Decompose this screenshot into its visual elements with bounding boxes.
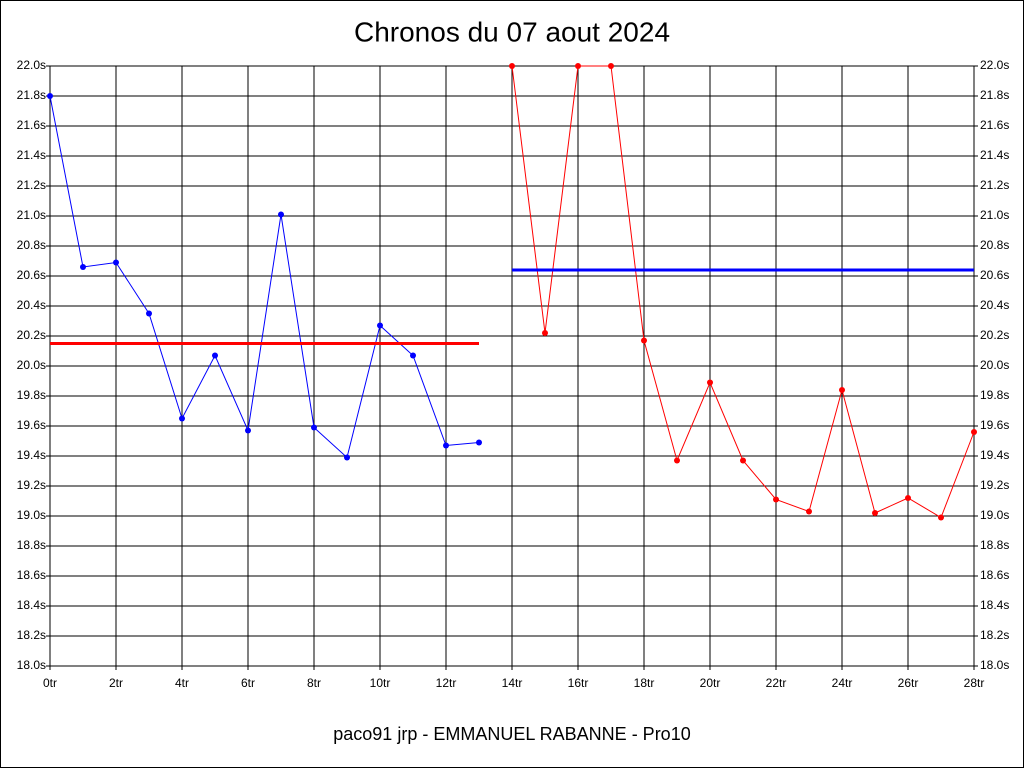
y-tick-label: 18.8s bbox=[17, 538, 46, 552]
point bbox=[641, 337, 647, 344]
point bbox=[740, 457, 746, 464]
point bbox=[509, 63, 515, 69]
point bbox=[212, 352, 218, 359]
y-tick-label: 19.4s bbox=[17, 448, 46, 462]
point bbox=[80, 264, 86, 270]
y2-tick-label: 19.2s bbox=[980, 478, 1009, 492]
y-tick-label: 20.0s bbox=[17, 358, 46, 372]
y2-tick-label: 20.8s bbox=[980, 238, 1009, 252]
x-tick-label: 6tr bbox=[241, 676, 255, 690]
x-tick-label: 4tr bbox=[175, 676, 189, 690]
point bbox=[476, 439, 482, 446]
x-tick-label: 28tr bbox=[964, 676, 985, 690]
y2-tick-label: 21.0s bbox=[980, 208, 1009, 222]
y-tick-label: 18.6s bbox=[17, 568, 46, 582]
point bbox=[311, 424, 317, 431]
point bbox=[575, 63, 581, 69]
y-tick-label: 18.2s bbox=[17, 628, 46, 642]
y-tick-label: 21.4s bbox=[17, 148, 46, 162]
point bbox=[773, 496, 779, 503]
point bbox=[542, 330, 548, 336]
x-tick-label: 0tr bbox=[43, 676, 57, 690]
y2-tick-label: 20.0s bbox=[980, 358, 1009, 372]
y-tick-label: 21.6s bbox=[17, 118, 46, 132]
y2-tick-label: 21.8s bbox=[980, 88, 1009, 102]
point bbox=[410, 352, 416, 359]
point bbox=[113, 259, 119, 266]
y-tick-label: 19.2s bbox=[17, 478, 46, 492]
point bbox=[938, 514, 944, 521]
y-tick-label: 21.8s bbox=[17, 88, 46, 102]
y2-tick-label: 18.6s bbox=[980, 568, 1009, 582]
x-tick-label: 8tr bbox=[307, 676, 321, 690]
y-tick-label: 19.0s bbox=[17, 508, 46, 522]
chart-title: Chronos du 07 aout 2024 bbox=[354, 16, 670, 47]
y2-tick-label: 19.4s bbox=[980, 448, 1009, 462]
y-tick-label: 18.4s bbox=[17, 598, 46, 612]
y-tick-label: 20.4s bbox=[17, 298, 46, 312]
x-axis-label: paco91 jrp - EMMANUEL RABANNE - Pro10 bbox=[333, 724, 690, 744]
y2-tick-label: 21.4s bbox=[980, 148, 1009, 162]
y2-tick-label: 18.4s bbox=[980, 598, 1009, 612]
point bbox=[179, 415, 185, 422]
y2-tick-label: 19.8s bbox=[980, 388, 1009, 402]
point bbox=[806, 508, 812, 515]
y-tick-label: 20.6s bbox=[17, 268, 46, 282]
point bbox=[146, 310, 152, 317]
y-tick-label: 20.2s bbox=[17, 328, 46, 342]
point bbox=[971, 429, 977, 435]
point bbox=[674, 457, 680, 464]
point bbox=[47, 93, 53, 99]
y2-tick-label: 18.8s bbox=[980, 538, 1009, 552]
y2-tick-label: 18.0s bbox=[980, 658, 1009, 672]
point bbox=[608, 63, 614, 69]
x-tick-label: 2tr bbox=[109, 676, 123, 690]
y-tick-label: 20.8s bbox=[17, 238, 46, 252]
y2-tick-label: 21.2s bbox=[980, 178, 1009, 192]
y2-tick-label: 20.4s bbox=[980, 298, 1009, 312]
point bbox=[245, 427, 251, 434]
point bbox=[278, 211, 284, 218]
y-tick-label: 19.8s bbox=[17, 388, 46, 402]
x-tick-label: 24tr bbox=[832, 676, 853, 690]
y2-tick-label: 20.2s bbox=[980, 328, 1009, 342]
y-tick-label: 19.6s bbox=[17, 418, 46, 432]
x-tick-label: 26tr bbox=[898, 676, 919, 690]
series-line bbox=[49, 95, 480, 459]
x-tick-label: 16tr bbox=[568, 676, 589, 690]
point bbox=[707, 379, 713, 386]
point bbox=[344, 454, 350, 461]
x-tick-label: 10tr bbox=[370, 676, 391, 690]
point bbox=[872, 510, 878, 516]
y2-tick-label: 22.0s bbox=[980, 58, 1009, 72]
y2-tick-label: 20.6s bbox=[980, 268, 1009, 282]
y-tick-label: 18.0s bbox=[17, 658, 46, 672]
x-tick-label: 14tr bbox=[502, 676, 523, 690]
y2-tick-label: 18.2s bbox=[980, 628, 1009, 642]
point bbox=[377, 322, 383, 329]
y-tick-label: 21.0s bbox=[17, 208, 46, 222]
x-tick-label: 22tr bbox=[766, 676, 787, 690]
y-tick-label: 22.0s bbox=[17, 58, 46, 72]
y2-tick-label: 19.0s bbox=[980, 508, 1009, 522]
point bbox=[839, 387, 845, 393]
y2-tick-label: 21.6s bbox=[980, 118, 1009, 132]
y2-tick-label: 19.6s bbox=[980, 418, 1009, 432]
y-tick-label: 21.2s bbox=[17, 178, 46, 192]
x-tick-label: 18tr bbox=[634, 676, 655, 690]
point bbox=[905, 495, 911, 501]
point bbox=[443, 442, 449, 449]
x-tick-label: 20tr bbox=[700, 676, 721, 690]
x-tick-label: 12tr bbox=[436, 676, 457, 690]
